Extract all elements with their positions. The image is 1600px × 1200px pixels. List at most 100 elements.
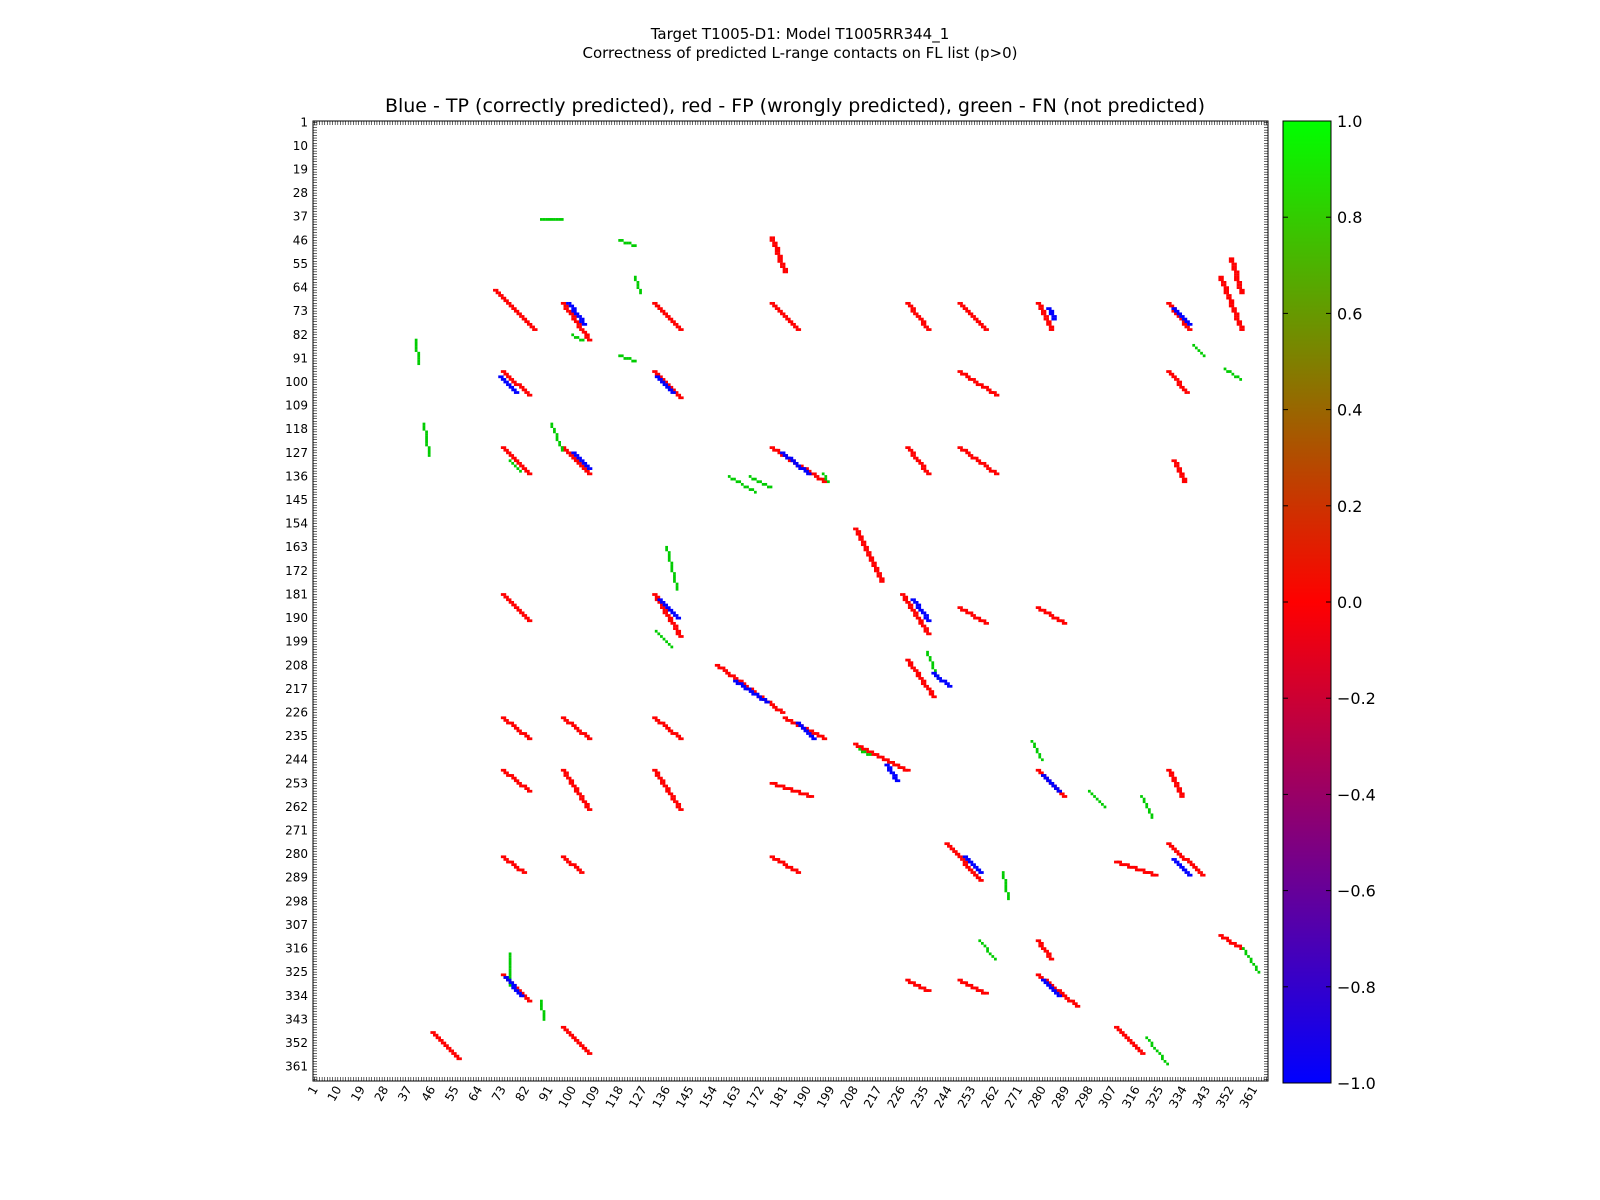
fp-cell xyxy=(665,784,668,788)
fp-cell xyxy=(949,847,953,851)
fp-cell xyxy=(586,808,590,811)
x-tick-label: 235 xyxy=(908,1084,932,1111)
y-tick-label: 82 xyxy=(293,328,308,342)
fp-cell xyxy=(513,779,517,783)
tp-cell xyxy=(673,611,676,615)
fp-cell xyxy=(563,1028,567,1032)
fp-cell xyxy=(1228,257,1232,261)
fp-cell xyxy=(568,860,572,864)
fp-cell xyxy=(795,868,799,872)
fp-cell xyxy=(568,1033,572,1037)
fp-cell xyxy=(863,545,867,549)
tp-cell xyxy=(1043,776,1047,780)
fp-cell xyxy=(722,669,726,672)
fp-cell xyxy=(905,978,909,982)
fp-cell xyxy=(1064,994,1068,998)
fp-cell xyxy=(524,997,528,1000)
tp-cell xyxy=(1189,322,1193,326)
fp-cell xyxy=(513,863,517,867)
x-tick-label: 136 xyxy=(650,1084,674,1111)
fp-cell xyxy=(907,663,911,667)
y-tick-label: 190 xyxy=(285,611,308,625)
x-tick-label: 244 xyxy=(931,1084,955,1111)
fp-cell xyxy=(657,771,661,775)
fp-cell xyxy=(662,608,666,612)
fp-cell xyxy=(1218,934,1222,937)
fp-cell xyxy=(586,1052,590,1055)
fp-cell xyxy=(1218,278,1222,282)
fp-cell xyxy=(1234,270,1237,274)
tp-cell xyxy=(576,315,580,318)
fp-cell xyxy=(866,548,869,552)
fp-cell xyxy=(1035,939,1039,943)
x-tick-label: 325 xyxy=(1143,1084,1167,1111)
x-tick-label: 316 xyxy=(1119,1084,1143,1111)
fp-cell xyxy=(983,461,987,465)
fp-cell xyxy=(662,378,666,381)
fn-cell xyxy=(623,241,627,245)
y-tick-label: 262 xyxy=(285,800,308,814)
fp-cell xyxy=(769,855,773,859)
tp-cell xyxy=(1184,317,1188,321)
fn-cell xyxy=(425,433,428,436)
fn-cell xyxy=(1007,897,1010,901)
fp-cell xyxy=(907,978,911,982)
fp-cell xyxy=(926,629,929,633)
fp-cell xyxy=(513,606,517,609)
fn-cell xyxy=(934,669,937,672)
fp-cell xyxy=(1226,296,1229,300)
tp-cell xyxy=(808,734,812,738)
fn-cell xyxy=(427,454,431,457)
fp-cell xyxy=(1181,855,1185,859)
fp-cell xyxy=(774,781,778,785)
tp-cell xyxy=(813,737,817,741)
fn-cell xyxy=(542,1012,546,1016)
fp-cell xyxy=(576,865,580,869)
fp-cell xyxy=(665,789,668,793)
tp-cell xyxy=(589,467,593,470)
fn-cell xyxy=(670,564,674,568)
fp-cell xyxy=(913,456,916,460)
fn-cell xyxy=(743,485,747,489)
fp-cell xyxy=(680,396,684,400)
fp-cell xyxy=(975,383,979,387)
fp-cell xyxy=(774,304,778,308)
fp-cell xyxy=(876,566,880,570)
colorbar-tick-label: −0.2 xyxy=(1337,689,1376,708)
fp-cell xyxy=(667,787,671,790)
fp-cell xyxy=(566,774,569,777)
tp-cell xyxy=(800,724,804,728)
fn-cell xyxy=(623,357,627,360)
fp-cell xyxy=(667,726,671,730)
tp-cell xyxy=(800,467,804,470)
fn-cell xyxy=(508,962,512,966)
fp-cell xyxy=(1234,273,1237,276)
fp-cell xyxy=(503,296,507,300)
fp-cell xyxy=(1043,608,1047,612)
fp-cell xyxy=(913,312,916,316)
fp-cell xyxy=(1234,309,1237,313)
plot-frame xyxy=(312,120,1269,1082)
fp-cell xyxy=(868,559,872,562)
tp-cell xyxy=(586,467,590,470)
fp-cell xyxy=(1189,328,1193,331)
tp-cell xyxy=(887,768,890,772)
colorbar-tick-label: −0.4 xyxy=(1337,785,1376,804)
fn-cell xyxy=(748,475,752,478)
fp-cell xyxy=(863,543,867,547)
fn-cell xyxy=(1007,892,1010,895)
fp-cell xyxy=(652,301,655,305)
fp-cell xyxy=(584,734,588,738)
fp-cell xyxy=(1176,469,1180,473)
tp-cell xyxy=(947,682,950,686)
tp-cell xyxy=(970,863,974,867)
tp-cell xyxy=(926,616,929,620)
fp-cell xyxy=(1174,378,1177,381)
tp-cell xyxy=(1187,322,1190,326)
fp-cell xyxy=(563,855,567,859)
fp-cell xyxy=(926,325,929,329)
fp-cell xyxy=(900,593,903,596)
tp-cell xyxy=(967,860,971,864)
fp-cell xyxy=(769,703,773,707)
fp-cell xyxy=(673,797,676,801)
